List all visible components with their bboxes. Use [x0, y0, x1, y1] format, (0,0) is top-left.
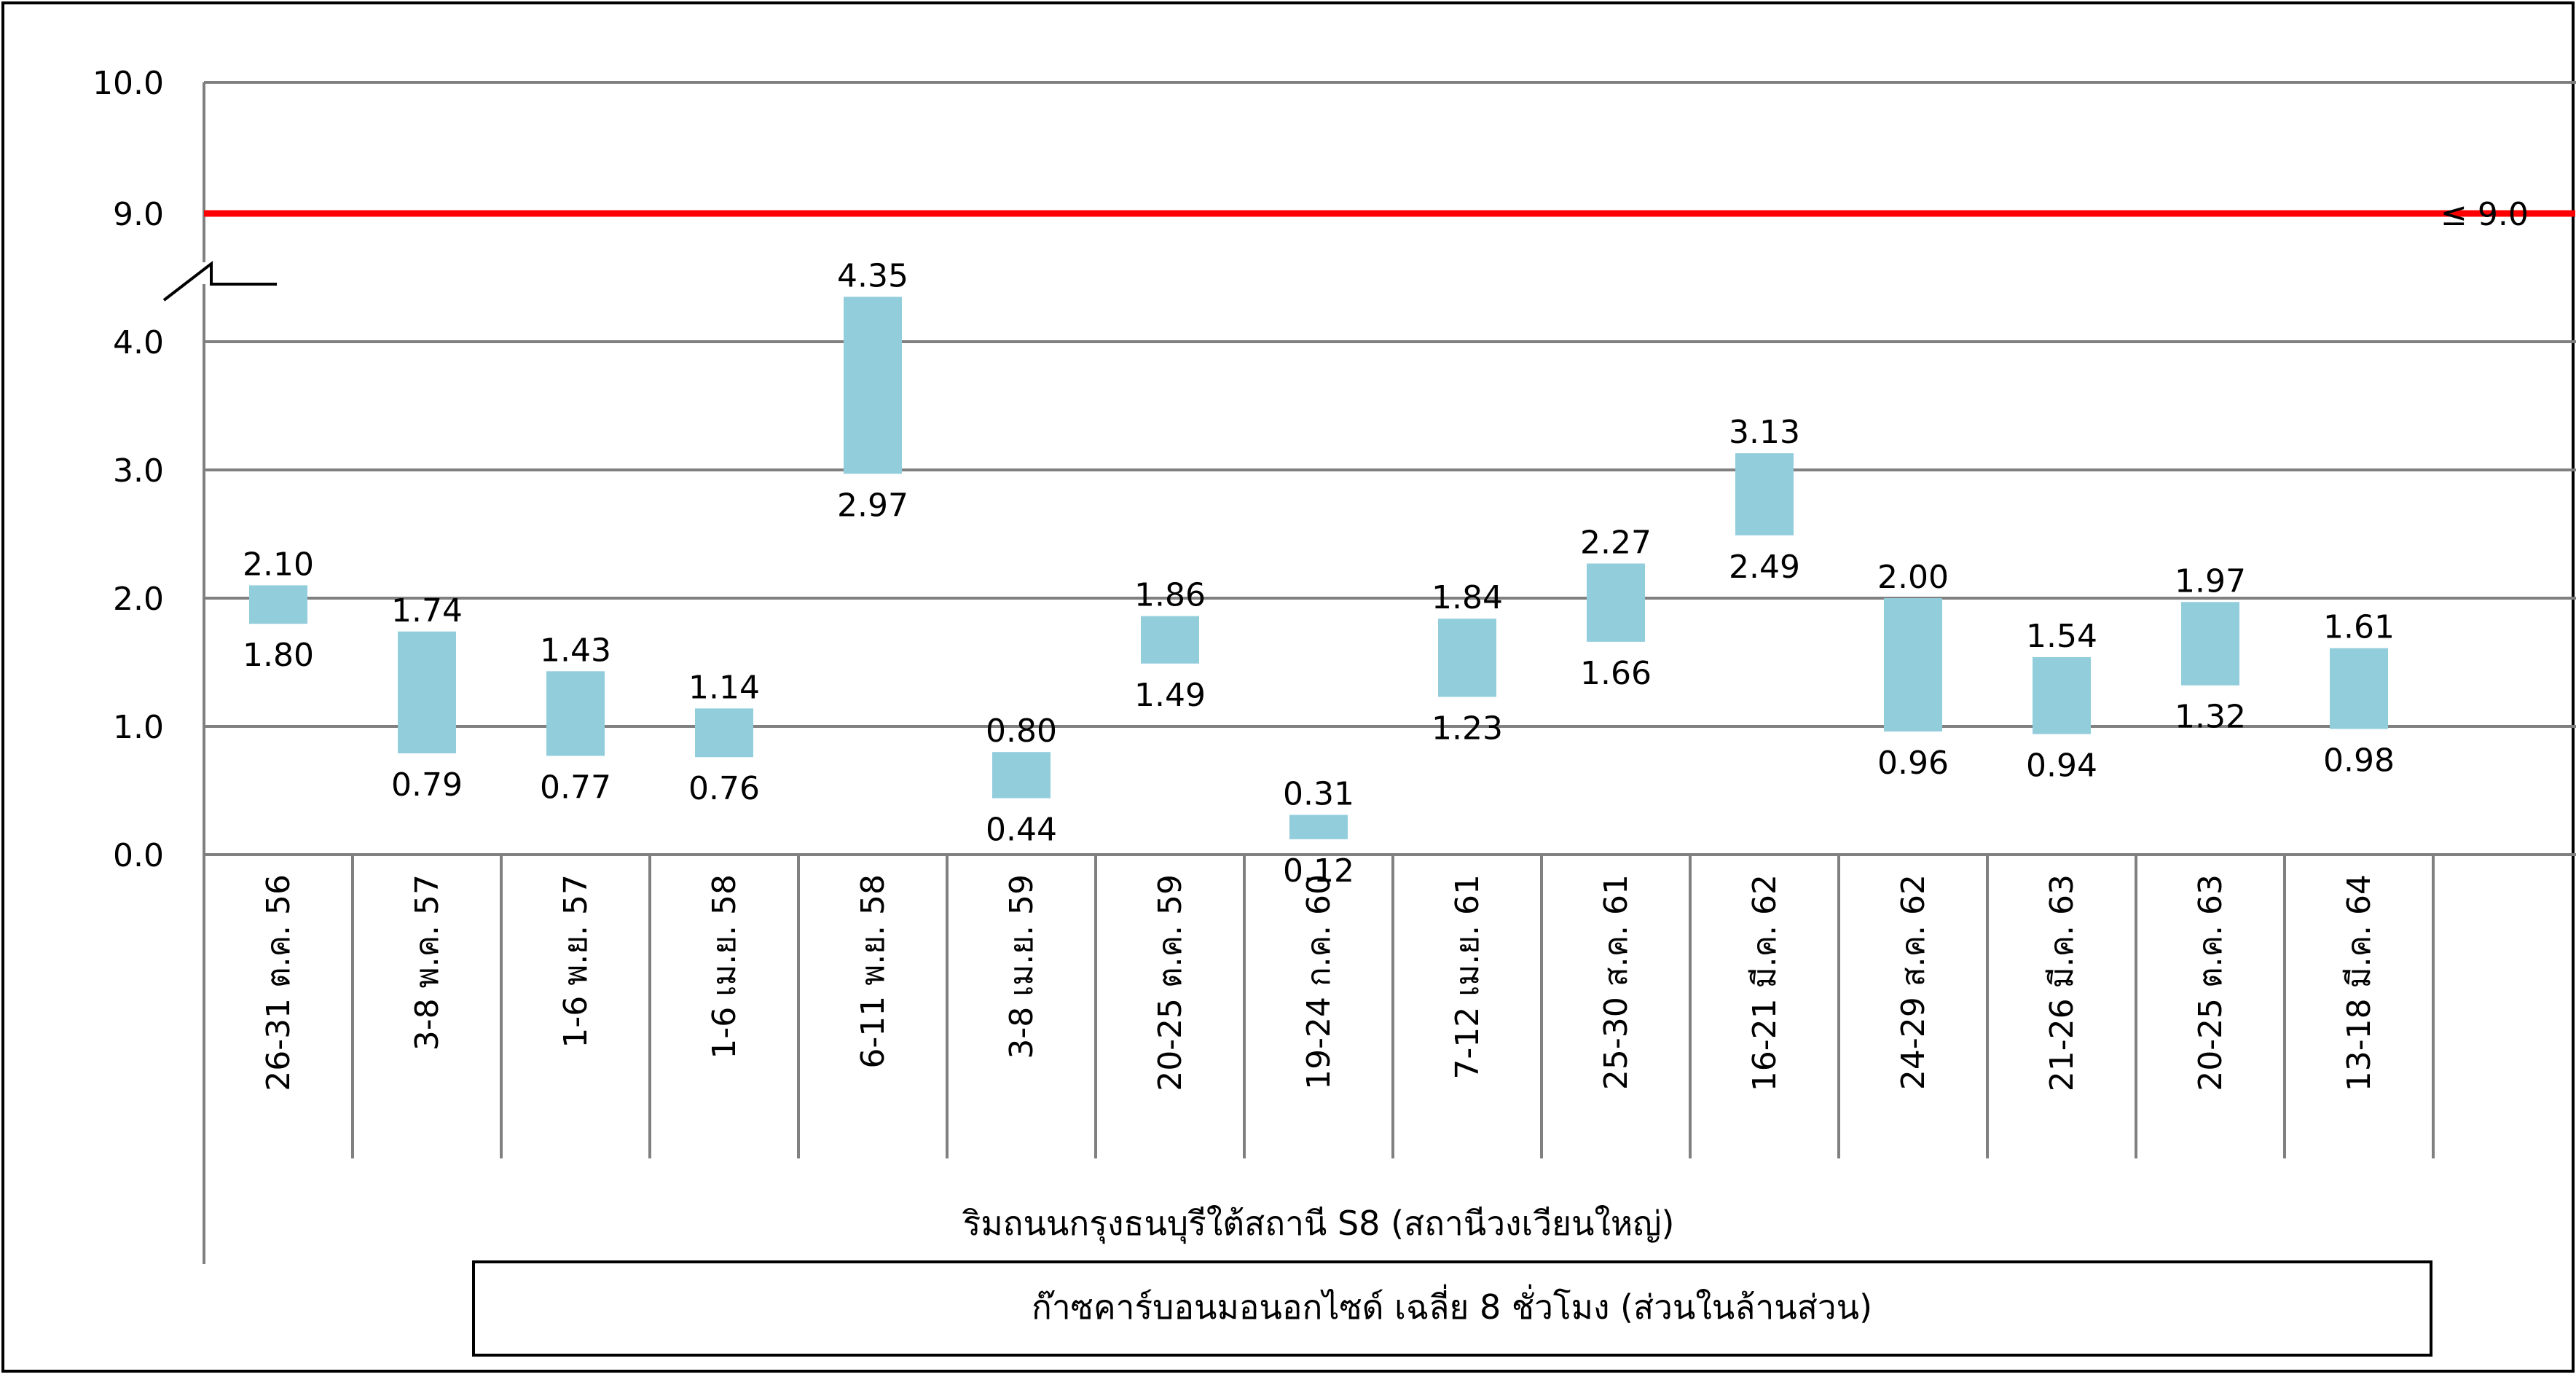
high-value-label: 1.86: [1134, 577, 1206, 614]
high-value-label: 1.43: [540, 632, 611, 669]
high-value-label: 1.97: [2175, 562, 2246, 600]
x-tick-label: 16-21 มี.ค. 62: [1746, 874, 1783, 1091]
range-bar: [1587, 563, 1645, 642]
high-value-label: 1.74: [391, 592, 463, 629]
range-bar: [546, 671, 605, 756]
high-value-label: 2.10: [243, 546, 314, 583]
x-tick-label: 13-18 มี.ค. 64: [2341, 874, 2378, 1091]
range-bar: [695, 708, 753, 758]
low-value-label: 0.98: [2323, 742, 2395, 780]
low-value-label: 1.66: [1580, 655, 1652, 692]
high-value-label: 4.35: [837, 257, 908, 294]
y-tick-label: 0.0: [113, 837, 164, 874]
legend-text: ก๊าซคาร์บอนมอนอกไซด์ เฉลี่ย 8 ชั่วโมง (ส…: [1032, 1284, 1872, 1327]
low-value-label: 0.44: [986, 812, 1057, 849]
x-axis-title: ริมถนนกรุงธนบุรีใต้สถานี S8 (สถานีวงเวีย…: [962, 1204, 1674, 1244]
x-tick-label: 3-8 เม.ย. 59: [1003, 874, 1040, 1059]
high-value-label: 2.00: [1877, 559, 1949, 596]
x-tick-label: 7-12 เม.ย. 61: [1449, 874, 1486, 1080]
range-bar: [1289, 815, 1348, 839]
high-value-label: 1.54: [2026, 618, 2097, 655]
low-value-label: 1.49: [1134, 677, 1206, 714]
low-value-label: 0.94: [2026, 748, 2097, 785]
range-bar: [1141, 616, 1199, 664]
high-value-label: 1.61: [2323, 609, 2395, 646]
range-bar: [2181, 602, 2239, 686]
range-bar: [992, 752, 1051, 799]
low-value-label: 0.96: [1877, 745, 1949, 782]
x-tick-label: 21-26 มี.ค. 63: [2043, 874, 2081, 1091]
range-bar: [2033, 656, 2091, 734]
high-value-label: 2.27: [1580, 524, 1652, 561]
high-value-label: 1.84: [1432, 579, 1503, 616]
x-tick-label: 6-11 พ.ย. 58: [855, 874, 892, 1069]
y-tick-label: 10.0: [93, 65, 164, 102]
low-value-label: 2.49: [1729, 549, 1800, 586]
low-value-label: 2.97: [837, 487, 908, 524]
x-tick-label: 20-25 ต.ค. 59: [1152, 874, 1189, 1091]
range-bar: [398, 631, 456, 753]
low-value-label: 0.76: [688, 770, 760, 807]
high-value-label: 3.13: [1729, 414, 1800, 451]
x-tick-label: 24-29 ส.ค. 62: [1895, 874, 1932, 1090]
x-tick-label: 3-8 พ.ค. 57: [409, 874, 446, 1051]
low-value-label: 1.23: [1432, 710, 1503, 748]
x-tick-label: 26-31 ต.ค. 56: [260, 874, 297, 1091]
x-tick-label: 20-25 ต.ค. 63: [2192, 874, 2229, 1091]
range-bar: [1438, 619, 1496, 697]
range-bar: [844, 297, 902, 474]
range-bar: [1735, 453, 1794, 536]
high-value-label: 1.14: [688, 669, 760, 706]
low-value-label: 1.80: [243, 637, 314, 674]
y-tick-label: 3.0: [113, 452, 164, 490]
low-value-label: 0.79: [391, 766, 463, 804]
x-tick-label: 1-6 เม.ย. 58: [706, 874, 743, 1059]
x-tick-label: 19-24 ก.ค. 60: [1300, 874, 1338, 1090]
low-value-label: 1.32: [2175, 699, 2246, 736]
standard-line-label: ≤ 9.0: [2440, 196, 2529, 233]
axis-break-icon: [162, 260, 277, 302]
y-tick-label: 9.0: [113, 196, 164, 233]
x-tick-label: 25-30 ส.ค. 61: [1598, 874, 1635, 1090]
range-bar: [2330, 648, 2388, 729]
y-tick-label: 4.0: [113, 324, 164, 361]
y-tick-label: 2.0: [113, 581, 164, 618]
low-value-label: 0.77: [540, 769, 611, 806]
legend-box: [472, 1260, 2432, 1357]
range-bar: [1884, 598, 1942, 732]
range-bar: [249, 585, 307, 624]
low-value-label: 0.12: [1283, 852, 1354, 890]
high-value-label: 0.31: [1283, 775, 1354, 812]
x-tick-label: 1-6 พ.ย. 57: [557, 874, 594, 1048]
high-value-label: 0.80: [986, 713, 1057, 750]
y-tick-label: 1.0: [113, 709, 164, 746]
